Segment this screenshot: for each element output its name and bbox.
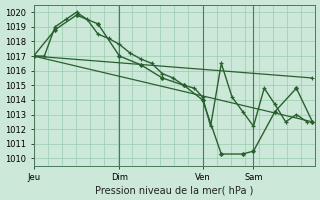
X-axis label: Pression niveau de la mer( hPa ): Pression niveau de la mer( hPa ) (95, 185, 253, 195)
